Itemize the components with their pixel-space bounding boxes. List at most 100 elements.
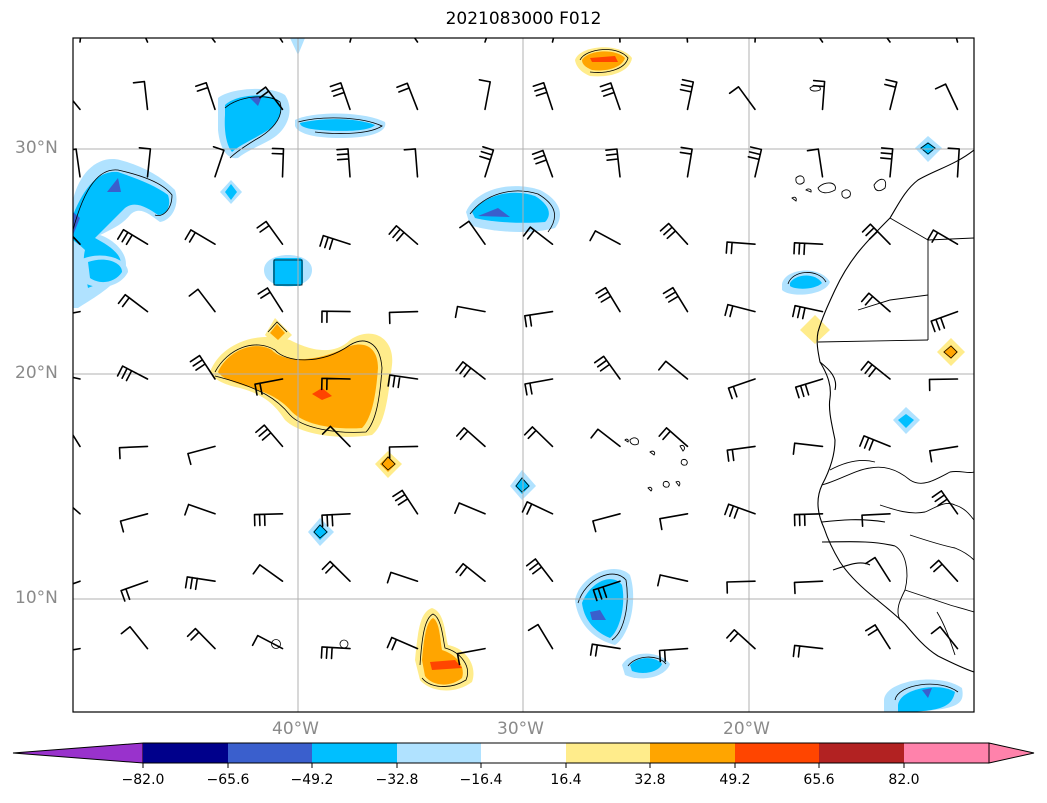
colorbar-tick-label: 82.0 <box>888 772 920 788</box>
wind-barb <box>793 513 824 527</box>
wind-barb <box>456 647 486 666</box>
wind-barb <box>884 78 898 111</box>
wind-barb <box>658 360 689 380</box>
wind-barb <box>251 634 284 650</box>
wind-barb <box>73 99 81 111</box>
wind-barb <box>522 226 554 245</box>
wind-barb <box>73 376 81 380</box>
colorbar-bin <box>228 743 312 763</box>
colorbar <box>12 742 1035 768</box>
wind-barb <box>659 513 689 531</box>
map-frame <box>72 37 975 713</box>
wind-barb <box>253 513 284 527</box>
wind-barb <box>321 425 351 448</box>
wind-barb <box>319 234 351 250</box>
wind-barb <box>726 580 756 594</box>
wind-barb <box>388 445 419 459</box>
wind-barb <box>599 82 621 111</box>
colorbar-bin <box>735 743 819 763</box>
wind-barb <box>679 78 695 111</box>
wind-barb <box>727 378 756 400</box>
lat-label-10n: 10°N <box>15 588 58 608</box>
map-title: 2021083000 F012 <box>445 9 602 29</box>
colorbar-bin <box>481 743 566 763</box>
negative-anomaly-regions <box>73 38 963 712</box>
wind-barb <box>252 564 284 582</box>
wind-barb <box>659 222 689 245</box>
wind-barb <box>386 636 419 651</box>
wind-barb <box>184 503 216 516</box>
wind-barb <box>118 445 149 460</box>
wind-barb <box>212 146 225 178</box>
wind-barb <box>138 147 152 178</box>
wind-barb <box>455 562 486 582</box>
wind-barb <box>116 365 149 382</box>
wind-barb <box>195 82 216 111</box>
wind-barb <box>73 310 81 314</box>
wind-barb <box>257 287 284 313</box>
wind-barb <box>320 646 351 660</box>
wind-barb <box>524 378 554 396</box>
wind-barb <box>724 503 756 519</box>
wind-barb <box>321 560 351 582</box>
wind-barb <box>321 310 351 324</box>
islands <box>624 85 887 492</box>
wind-barb <box>479 146 495 178</box>
wind-barb <box>525 558 554 582</box>
wind-barb <box>929 445 959 463</box>
wind-barb <box>255 424 284 448</box>
colorbar-bin <box>904 743 989 763</box>
wind-barb <box>931 490 959 515</box>
wind-barb <box>454 502 486 515</box>
wind-barb <box>329 82 351 111</box>
wind-barb <box>792 644 824 658</box>
wind-barb <box>724 303 756 318</box>
wind-barb <box>793 580 824 595</box>
wind-barb <box>658 647 689 663</box>
wind-barb <box>930 310 959 333</box>
colorbar-tick-label: 16.4 <box>550 772 582 788</box>
wind-barb <box>658 427 689 448</box>
wind-barbs <box>73 38 960 666</box>
wind-barb <box>531 149 554 178</box>
wind-barb <box>73 433 81 448</box>
wind-barb <box>726 445 756 462</box>
wind-barb <box>605 148 621 178</box>
wind-barb <box>657 574 689 587</box>
colorbar-tick-label: −32.8 <box>375 772 419 788</box>
wind-barb <box>930 625 959 650</box>
colorbar-tick-label: −82.0 <box>121 772 165 788</box>
wind-barb <box>388 225 419 245</box>
wind-barb <box>590 428 621 448</box>
wind-barb <box>73 647 81 651</box>
wind-barb <box>861 513 891 527</box>
colorbar-bin <box>397 743 481 763</box>
wind-barb <box>679 146 693 178</box>
wind-barb <box>119 513 149 533</box>
colorbar-extend-high <box>988 742 1035 764</box>
wind-barb <box>392 489 419 515</box>
colorbar-tick-label: 32.8 <box>634 772 666 788</box>
wind-barb <box>386 571 419 584</box>
colorbar-bin <box>143 743 228 763</box>
lat-label-20n: 20°N <box>15 363 58 383</box>
wind-barb <box>806 148 824 178</box>
colorbar-bin <box>650 743 735 763</box>
wind-barb <box>934 83 959 111</box>
wind-barb <box>388 310 419 325</box>
wind-barb <box>478 79 491 111</box>
wind-barb <box>184 229 216 245</box>
wind-barb <box>532 82 554 111</box>
wind-barb <box>747 146 763 178</box>
wind-barb <box>812 79 826 111</box>
wind-barb <box>117 293 149 313</box>
map-plot-area <box>73 38 974 712</box>
wind-barb <box>188 288 216 313</box>
colorbar-tick-label: −65.6 <box>206 772 250 788</box>
lon-label-20w: 20°W <box>723 719 770 739</box>
wind-barb <box>592 580 621 602</box>
wind-barb <box>73 148 81 178</box>
colorbar-tick-label: 65.6 <box>803 772 835 788</box>
wind-barb <box>929 559 959 582</box>
wind-barb <box>726 629 756 650</box>
